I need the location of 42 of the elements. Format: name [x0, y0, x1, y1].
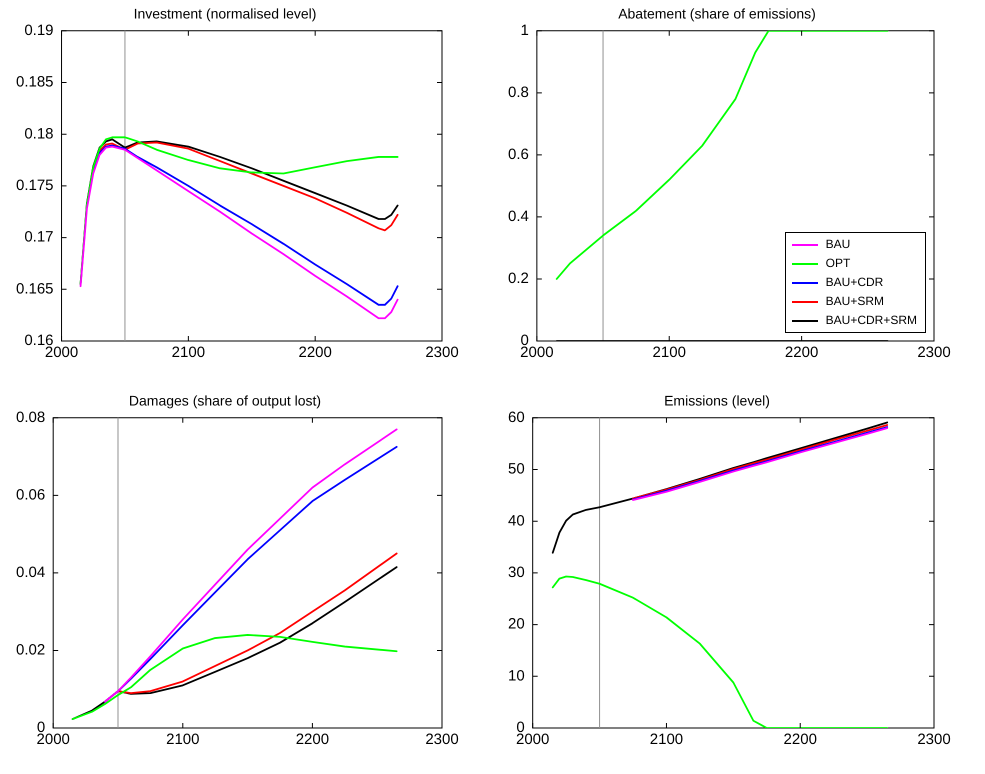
y-tick-label: 0.19: [24, 22, 54, 39]
legend-label: BAU+CDR: [826, 274, 884, 291]
y-tick-label: 20: [508, 616, 525, 633]
chart-title: Damages (share of output lost): [128, 392, 322, 408]
x-tick-label: 2200: [784, 344, 818, 362]
y-tick-label: 0.06: [16, 486, 46, 504]
x-tick-label: 2300: [425, 344, 459, 362]
x-tick-label: 2200: [298, 344, 332, 362]
legend-label: BAU+CDR+SRM: [826, 312, 917, 329]
legend-label: BAU+SRM: [826, 293, 884, 310]
y-tick-label: 0.18: [24, 125, 54, 142]
y-tick-label: 40: [508, 512, 525, 530]
x-tick-label: 2200: [296, 731, 330, 748]
y-tick-label: 0.17: [24, 228, 54, 246]
chart-title: Emissions (level): [664, 392, 770, 408]
x-tick-label: 2100: [166, 731, 200, 748]
x-tick-label: 2200: [784, 731, 817, 748]
y-tick-label: 0.04: [16, 564, 46, 582]
y-tick-label: 0.02: [16, 642, 46, 659]
y-tick-label: 0.4: [508, 208, 529, 226]
y-tick-label: 30: [508, 564, 525, 582]
x-tick-label: 2300: [425, 731, 459, 748]
y-tick-label: 0.165: [16, 280, 54, 298]
y-tick-label: 0.6: [508, 146, 529, 164]
y-tick-label: 0.2: [508, 270, 529, 288]
x-tick-label: 2300: [917, 731, 951, 748]
x-tick-label: 2100: [650, 731, 684, 748]
x-tick-label: 2100: [172, 344, 206, 362]
y-tick-label: 0.08: [16, 408, 46, 426]
y-tick-label: 0.185: [16, 74, 54, 91]
y-tick-label: 60: [508, 408, 525, 426]
chart-title: Abatement (share of emissions): [618, 5, 816, 22]
x-tick-label: 2100: [652, 344, 686, 362]
x-tick-label: 2300: [917, 344, 951, 362]
chart-title: Investment (normalised level): [134, 5, 316, 22]
legend-label: BAU: [826, 236, 850, 253]
y-tick-label: 0.175: [16, 177, 54, 194]
y-tick-label: 50: [508, 460, 525, 478]
y-tick-label: 1: [520, 22, 529, 39]
legend-label: OPT: [826, 255, 850, 272]
y-tick-label: 0.8: [508, 84, 529, 101]
y-tick-label: 10: [508, 667, 525, 684]
